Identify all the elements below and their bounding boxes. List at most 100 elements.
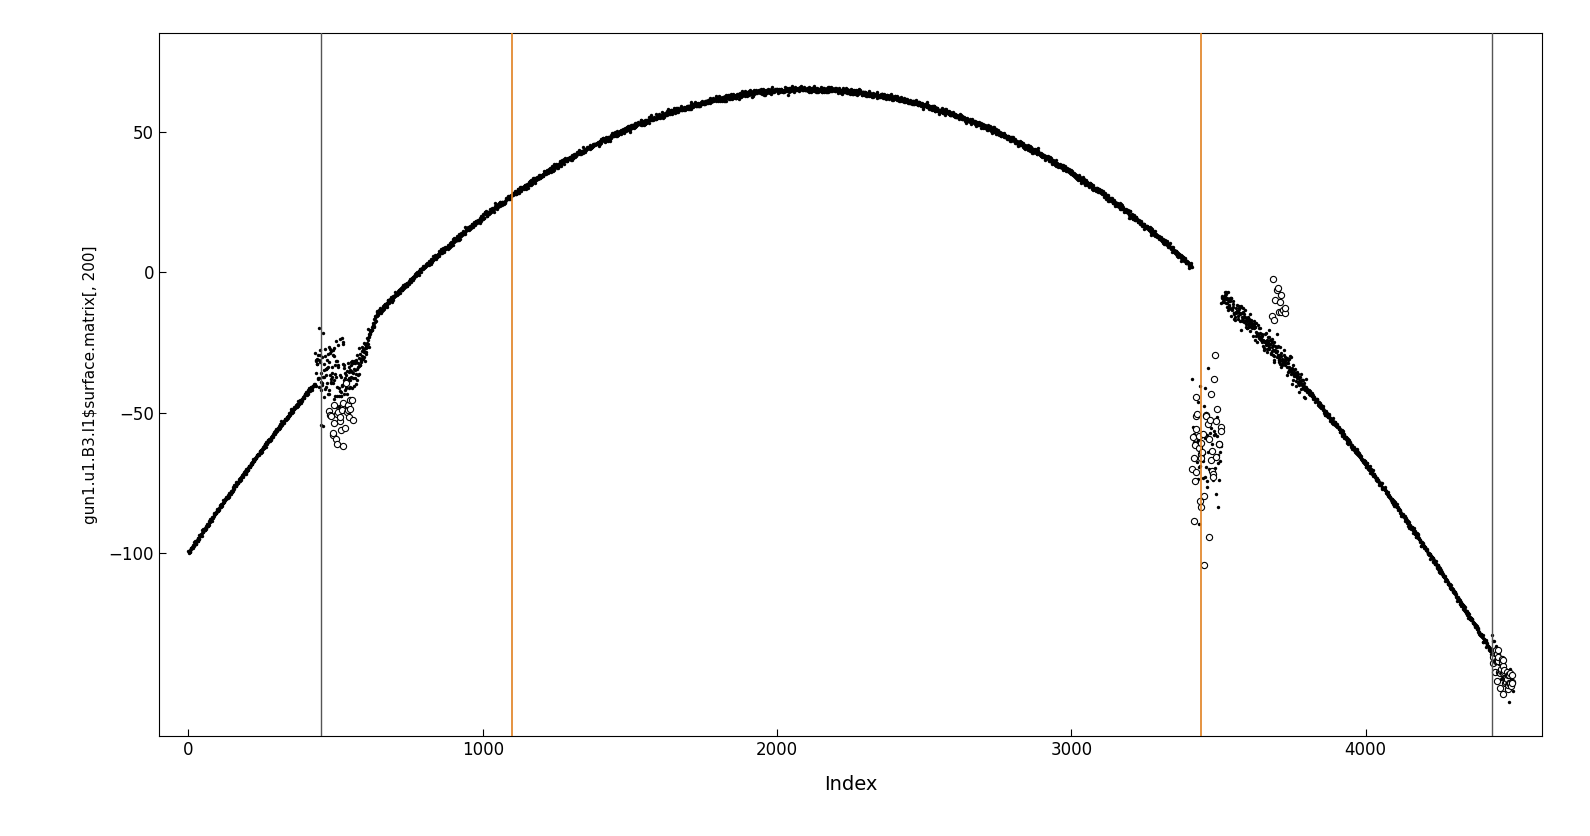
Point: [1013, 142, 1038, 155]
Point: [646, 110, 671, 123]
Point: [595, 131, 620, 145]
Point: [281, 402, 307, 415]
Point: [318, 409, 343, 422]
Point: [816, 81, 841, 94]
Point: [878, 87, 903, 100]
Point: [1080, 182, 1105, 196]
Point: [1369, 482, 1394, 496]
Point: [1307, 400, 1332, 414]
Point: [1423, 555, 1448, 568]
Point: [604, 125, 630, 138]
Point: [1207, 440, 1232, 453]
Point: [1107, 202, 1132, 216]
Point: [1240, 319, 1266, 332]
Point: [192, 519, 218, 533]
Point: [722, 90, 747, 104]
Point: [900, 96, 925, 110]
Point: [825, 83, 851, 96]
Point: [482, 201, 507, 215]
Point: [971, 120, 997, 133]
Point: [1297, 385, 1323, 398]
Point: [1197, 426, 1223, 440]
Point: [1289, 380, 1315, 394]
Point: [900, 97, 925, 110]
Point: [526, 171, 552, 184]
Point: [1016, 141, 1041, 155]
Point: [911, 99, 937, 112]
Point: [386, 283, 412, 297]
Point: [1472, 635, 1498, 648]
Point: [1202, 461, 1227, 475]
Point: [1439, 583, 1464, 596]
Point: [714, 94, 739, 108]
Point: [549, 159, 574, 172]
Point: [467, 210, 493, 223]
Point: [1076, 180, 1102, 193]
Point: [1441, 584, 1466, 598]
Point: [515, 175, 541, 188]
Point: [251, 440, 277, 453]
Point: [1364, 473, 1390, 487]
Point: [585, 135, 611, 149]
Point: [1310, 404, 1336, 417]
Point: [1220, 302, 1245, 315]
Point: [1356, 460, 1382, 473]
Point: [547, 157, 572, 171]
Point: [1158, 241, 1183, 254]
Point: [898, 94, 924, 108]
Point: [587, 137, 612, 150]
Point: [986, 124, 1011, 137]
Point: [456, 221, 482, 234]
Point: [1398, 520, 1423, 533]
Point: [568, 147, 593, 161]
Point: [930, 102, 956, 115]
Point: [533, 165, 558, 178]
Point: [536, 163, 561, 176]
Point: [614, 124, 639, 137]
Point: [1235, 319, 1261, 333]
Point: [510, 180, 536, 193]
Point: [921, 100, 946, 114]
Point: [1102, 199, 1127, 212]
Point: [862, 87, 887, 100]
Point: [1321, 415, 1347, 429]
Point: [452, 227, 477, 241]
Point: [741, 85, 766, 99]
Point: [1159, 240, 1185, 253]
Point: [240, 454, 266, 467]
Point: [976, 121, 1002, 135]
Point: [556, 153, 582, 166]
Point: [1366, 473, 1391, 487]
Point: [1248, 329, 1274, 343]
Point: [741, 84, 766, 97]
Point: [529, 169, 555, 182]
Point: [340, 356, 366, 370]
Point: [584, 137, 609, 150]
Point: [806, 84, 832, 98]
Point: [615, 120, 641, 133]
Point: [323, 400, 348, 414]
Point: [1123, 213, 1148, 227]
Point: [1372, 480, 1398, 493]
Point: [1317, 410, 1342, 423]
Point: [278, 406, 304, 420]
Point: [607, 124, 633, 137]
Point: [1491, 657, 1517, 670]
Point: [1003, 136, 1029, 150]
Point: [739, 86, 765, 99]
Point: [1049, 161, 1075, 174]
Point: [1299, 390, 1324, 403]
Point: [293, 386, 318, 400]
Point: [452, 226, 477, 239]
Point: [1315, 410, 1340, 423]
Point: [1364, 472, 1390, 486]
Point: [382, 289, 407, 303]
Point: [731, 84, 757, 98]
Point: [846, 84, 871, 98]
Point: [765, 86, 790, 99]
Point: [218, 487, 243, 500]
Point: [1445, 592, 1471, 605]
Point: [237, 459, 262, 472]
Point: [1463, 619, 1488, 632]
Point: [542, 159, 568, 172]
